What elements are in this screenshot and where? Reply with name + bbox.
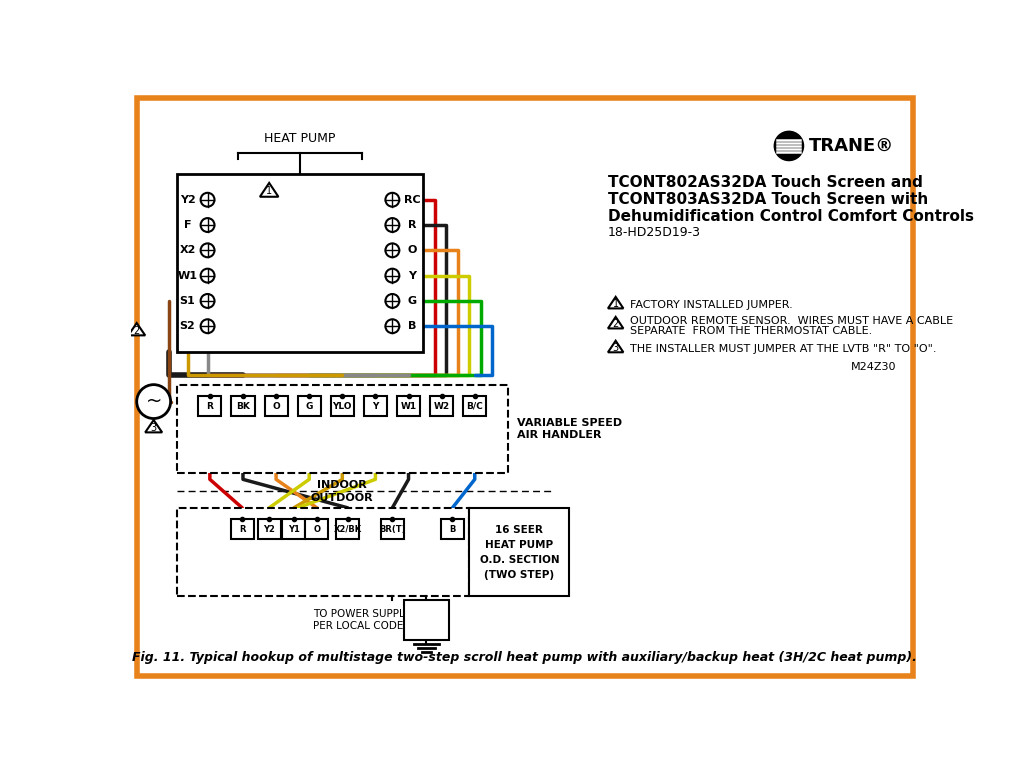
Bar — [430, 397, 454, 416]
Circle shape — [385, 218, 399, 232]
Text: M24Z30: M24Z30 — [851, 362, 897, 372]
Text: 1: 1 — [266, 186, 272, 196]
Text: RC: RC — [404, 195, 421, 205]
Circle shape — [201, 218, 214, 232]
Text: OUTDOOR: OUTDOOR — [311, 493, 374, 503]
Bar — [231, 397, 255, 416]
Text: TO POWER SUPPLY
PER LOCAL CODES: TO POWER SUPPLY PER LOCAL CODES — [313, 610, 410, 631]
Text: 2: 2 — [612, 319, 618, 329]
Text: R: R — [239, 525, 246, 534]
Text: B: B — [409, 321, 417, 331]
Text: TCONT802AS32DA Touch Screen and: TCONT802AS32DA Touch Screen and — [608, 175, 923, 189]
Text: R: R — [207, 402, 213, 410]
Text: F: F — [183, 220, 191, 230]
Bar — [177, 384, 508, 473]
Text: BK: BK — [237, 402, 250, 410]
Text: 16 SEER
HEAT PUMP
O.D. SECTION
(TWO STEP): 16 SEER HEAT PUMP O.D. SECTION (TWO STEP… — [479, 525, 559, 580]
Text: VARIABLE SPEED
AIR HANDLER: VARIABLE SPEED AIR HANDLER — [517, 419, 623, 440]
Text: 3: 3 — [151, 423, 157, 433]
Bar — [381, 519, 403, 539]
Text: B: B — [450, 525, 456, 534]
Text: X2: X2 — [179, 245, 196, 255]
Bar — [283, 519, 305, 539]
Bar — [230, 519, 254, 539]
Text: TCONT803AS32DA Touch Screen with: TCONT803AS32DA Touch Screen with — [608, 192, 928, 206]
Bar — [364, 397, 387, 416]
Bar — [397, 397, 420, 416]
Bar — [264, 397, 288, 416]
Text: S2: S2 — [179, 321, 196, 331]
Text: SEPARATE  FROM THE THERMOSTAT CABLE.: SEPARATE FROM THE THERMOSTAT CABLE. — [630, 326, 871, 336]
Text: Fig. 11. Typical hookup of multistage two-step scroll heat pump with auxiliary/b: Fig. 11. Typical hookup of multistage tw… — [132, 651, 918, 664]
Text: THE INSTALLER MUST JUMPER AT THE LVTB "R" TO "O".: THE INSTALLER MUST JUMPER AT THE LVTB "R… — [630, 344, 936, 354]
Polygon shape — [608, 317, 624, 328]
Text: Y2: Y2 — [263, 525, 275, 534]
Text: B/C: B/C — [466, 402, 483, 410]
Text: G: G — [408, 296, 417, 306]
Polygon shape — [145, 420, 162, 433]
Circle shape — [385, 243, 399, 257]
Text: 18-HD25D19-3: 18-HD25D19-3 — [608, 225, 701, 239]
Bar — [298, 397, 321, 416]
Text: O: O — [313, 525, 321, 534]
Text: OUTDOOR REMOTE SENSOR.  WIRES MUST HAVE A CABLE: OUTDOOR REMOTE SENSOR. WIRES MUST HAVE A… — [630, 316, 952, 326]
Text: FACTORY INSTALLED JUMPER.: FACTORY INSTALLED JUMPER. — [630, 301, 793, 311]
Text: TRANE®: TRANE® — [809, 137, 894, 155]
Text: S1: S1 — [179, 296, 196, 306]
Bar — [331, 397, 354, 416]
Bar — [177, 174, 423, 351]
Text: W2: W2 — [433, 402, 450, 410]
Bar — [199, 397, 221, 416]
Text: ~: ~ — [145, 392, 162, 411]
Text: Y2: Y2 — [179, 195, 196, 205]
Text: O: O — [272, 402, 280, 410]
Circle shape — [201, 268, 214, 282]
Polygon shape — [260, 183, 279, 197]
Bar — [305, 519, 329, 539]
Circle shape — [201, 294, 214, 308]
Text: HEAT PUMP: HEAT PUMP — [264, 132, 336, 145]
Text: 1: 1 — [612, 299, 618, 309]
Text: YLO: YLO — [333, 402, 352, 410]
Circle shape — [201, 193, 214, 206]
Text: W1: W1 — [177, 271, 198, 281]
Text: 2: 2 — [133, 326, 140, 336]
Text: Y: Y — [409, 271, 417, 281]
Circle shape — [385, 294, 399, 308]
Text: 3: 3 — [612, 343, 618, 353]
Text: (3 PH
ONLY): (3 PH ONLY) — [411, 610, 441, 631]
Text: BR(T): BR(T) — [379, 525, 406, 534]
Circle shape — [137, 384, 171, 419]
Text: INDOOR: INDOOR — [317, 479, 368, 490]
Bar — [441, 519, 464, 539]
Text: X2/BK: X2/BK — [334, 525, 361, 534]
Circle shape — [385, 268, 399, 282]
Text: Y: Y — [373, 402, 379, 410]
Circle shape — [201, 319, 214, 333]
Bar — [258, 519, 281, 539]
Circle shape — [201, 243, 214, 257]
Text: Dehumidification Control Comfort Controls: Dehumidification Control Comfort Control… — [608, 209, 974, 223]
Text: O: O — [408, 245, 417, 255]
Bar — [463, 397, 486, 416]
Circle shape — [385, 319, 399, 333]
Bar — [177, 508, 469, 597]
Text: G: G — [305, 402, 313, 410]
Polygon shape — [128, 323, 145, 335]
Text: R: R — [409, 220, 417, 230]
Bar — [336, 519, 359, 539]
Polygon shape — [608, 341, 624, 352]
Circle shape — [385, 193, 399, 206]
Bar — [469, 508, 569, 597]
Bar — [403, 601, 449, 640]
Polygon shape — [608, 297, 624, 308]
Text: Y1: Y1 — [288, 525, 300, 534]
Text: W1: W1 — [400, 402, 417, 410]
Circle shape — [774, 131, 804, 160]
